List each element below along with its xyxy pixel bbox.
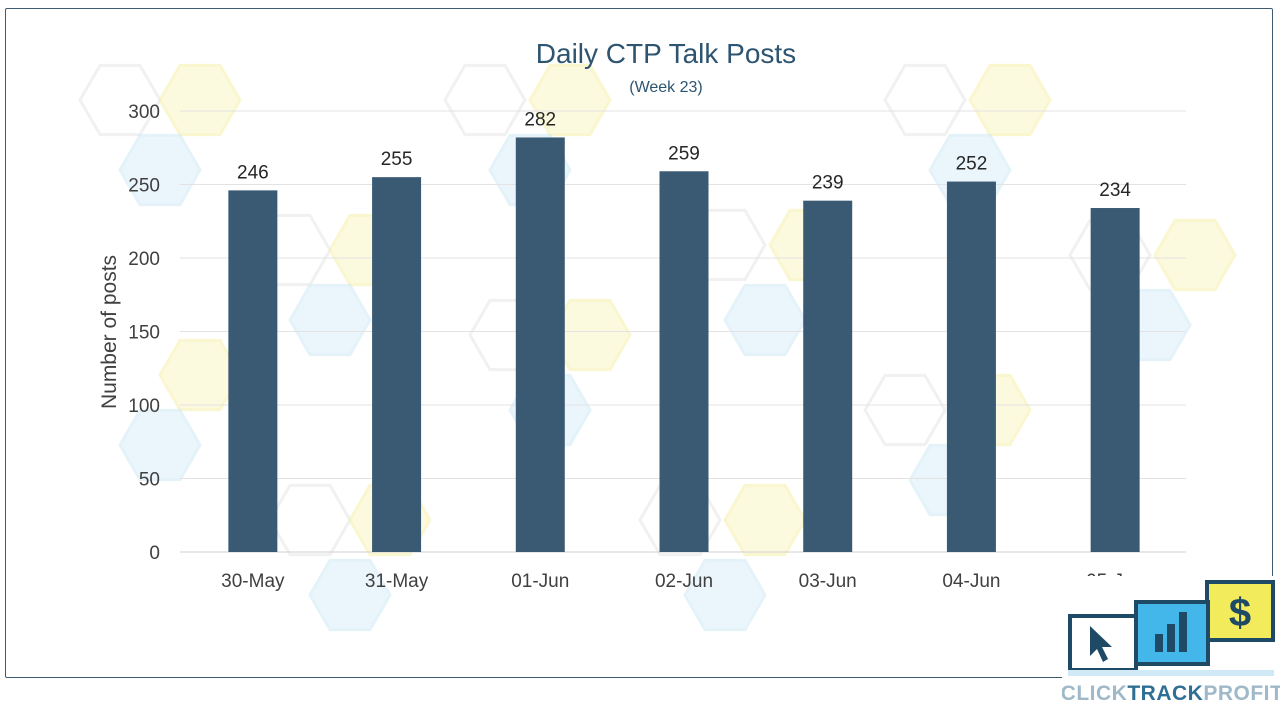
data-label: 255: [381, 149, 413, 170]
watermark-hexagon: [1153, 218, 1237, 292]
watermark-hexagon: [288, 283, 372, 357]
bar: [1090, 208, 1140, 552]
watermark-hexagon: [308, 558, 392, 632]
logo-wordmark: CLICKTRACKPROFIT: [1062, 682, 1280, 705]
chart-title: Daily CTP Talk Posts: [536, 38, 796, 69]
watermark-hexagon: [723, 283, 807, 357]
bar: [803, 200, 853, 553]
chart-subtitle: (Week 23): [629, 79, 703, 96]
watermark-hexagon: [883, 63, 967, 137]
logo-word-track: TRACK: [1127, 682, 1203, 705]
y-tick-label: 100: [128, 396, 160, 417]
watermark-hexagon: [863, 373, 947, 447]
watermark-hexagon: [118, 408, 202, 482]
clicktrackprofit-logo: $ CLICKTRACKPROFIT: [1062, 576, 1280, 706]
y-tick-label: 50: [139, 470, 160, 491]
watermark-hexagon: [968, 63, 1052, 137]
x-tick-label: 02-Jun: [655, 571, 713, 592]
watermark-hexagon: [158, 63, 242, 137]
bar: [659, 171, 709, 552]
logo-word-profit: PROFIT: [1203, 682, 1280, 705]
x-tick-label: 30-May: [221, 571, 285, 592]
watermark-hexagon: [723, 483, 807, 557]
x-tick-label: 03-Jun: [799, 571, 857, 592]
logo-word-click: CLICK: [1062, 682, 1127, 705]
data-label: 282: [524, 109, 556, 130]
x-tick-label: 31-May: [365, 571, 429, 592]
x-tick-label: 04-Jun: [942, 571, 1000, 592]
y-tick-label: 300: [128, 102, 160, 123]
data-label: 246: [237, 162, 269, 183]
x-tick-label: 01-Jun: [511, 571, 569, 592]
watermark-hexagon: [158, 338, 242, 412]
y-axis-label: Number of posts: [98, 255, 121, 409]
dollar-icon: $: [1205, 580, 1275, 642]
cursor-icon: [1068, 614, 1138, 672]
y-tick-label: 250: [128, 176, 160, 197]
chart-frame: [5, 8, 1273, 678]
data-label: 239: [812, 173, 844, 194]
bar: [946, 181, 996, 552]
data-label: 234: [1099, 180, 1131, 201]
bar: [372, 177, 422, 552]
watermark-hexagon: [683, 558, 767, 632]
data-label: 259: [668, 143, 700, 164]
bar-chart-icon: [1134, 600, 1210, 666]
watermark-hexagon: [443, 63, 527, 137]
bars: 246 255 282 259 239 252 234: [228, 109, 1140, 553]
y-tick-label: 150: [128, 323, 160, 344]
watermark-hexagon: [528, 63, 612, 137]
data-label: 252: [956, 154, 988, 175]
y-tick-label: 200: [128, 249, 160, 270]
y-tick-label: 0: [149, 543, 160, 564]
bar: [228, 190, 278, 552]
watermark-hexagon: [118, 133, 202, 207]
dollar-sign: $: [1229, 591, 1251, 635]
bar: [515, 137, 565, 552]
